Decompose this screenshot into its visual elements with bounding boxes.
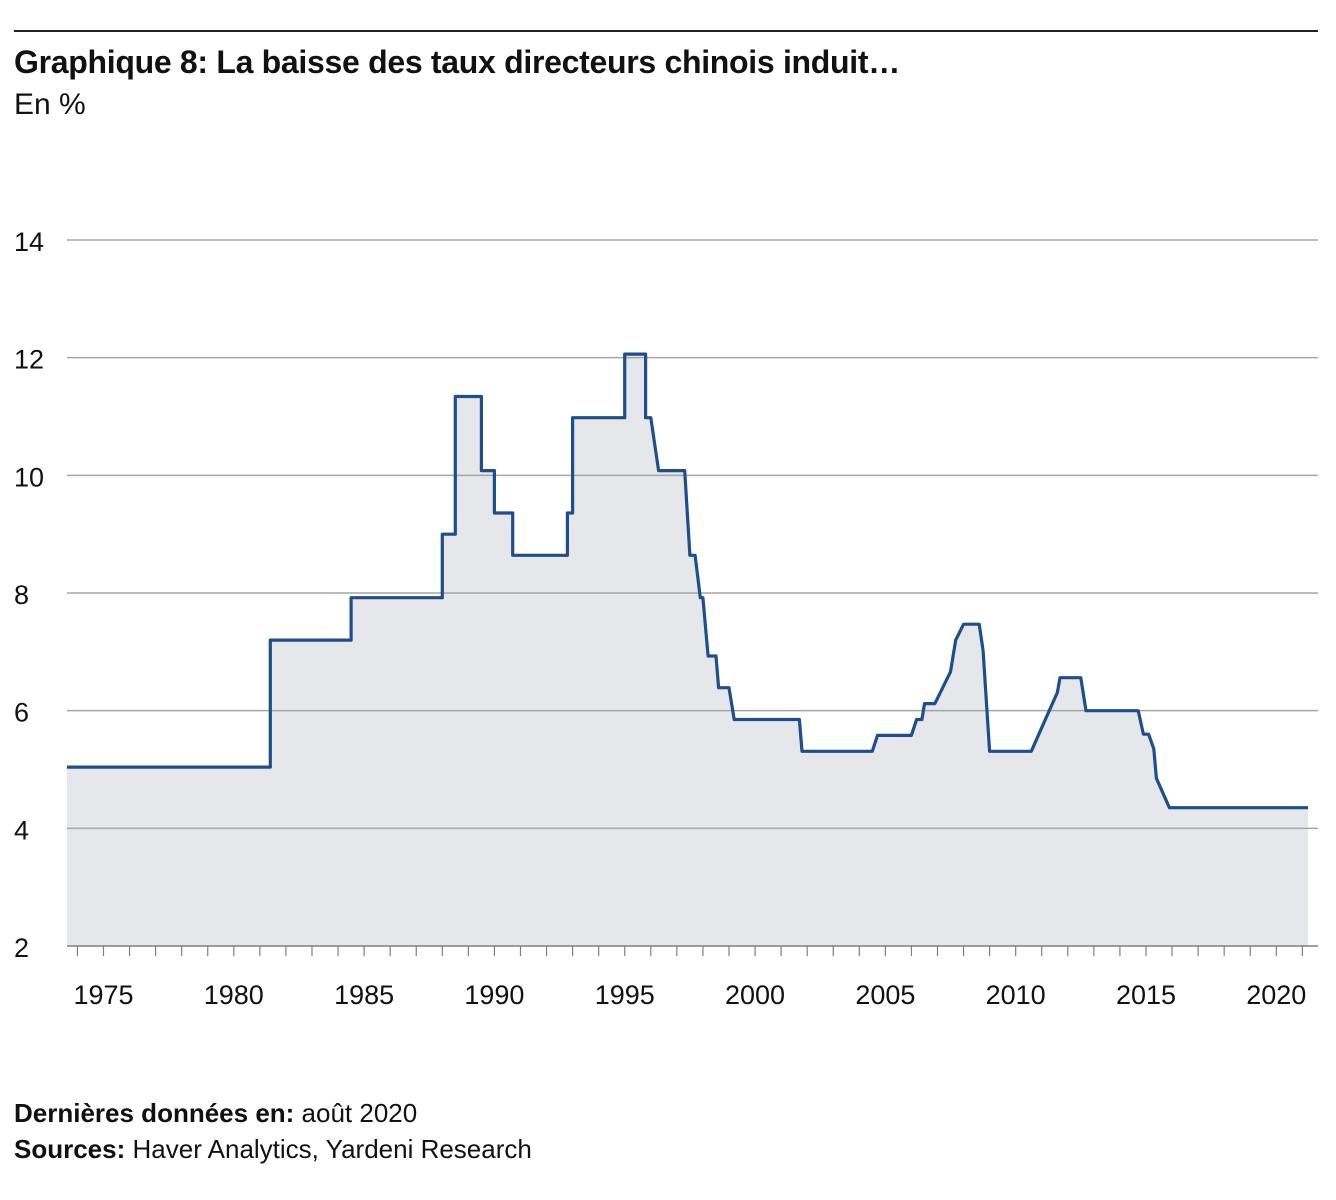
top-rule bbox=[14, 30, 1318, 32]
series-line bbox=[67, 352, 1308, 810]
x-tick-label-1995: 1995 bbox=[595, 980, 655, 1010]
footer-last-data: Dernières données en: août 2020 bbox=[14, 1098, 417, 1129]
x-tick-label-2020: 2020 bbox=[1246, 980, 1306, 1010]
x-tick-label-1980: 1980 bbox=[204, 980, 264, 1010]
last-data-label: Dernières données en: bbox=[14, 1098, 295, 1128]
y-tick-label-2: 2 bbox=[14, 933, 29, 963]
y-tick-label-12: 12 bbox=[14, 345, 44, 375]
x-tick-label-2005: 2005 bbox=[855, 980, 915, 1010]
last-data-value: août 2020 bbox=[301, 1098, 418, 1128]
x-tick-label-2000: 2000 bbox=[725, 980, 785, 1010]
y-tick-label-4: 4 bbox=[14, 815, 29, 845]
x-tick-label-2010: 2010 bbox=[986, 980, 1046, 1010]
footer-sources: Sources: Haver Analytics, Yardeni Resear… bbox=[14, 1134, 532, 1165]
sources-label: Sources: bbox=[14, 1134, 126, 1164]
series-area-fill bbox=[67, 354, 1308, 947]
sources-value: Haver Analytics, Yardeni Research bbox=[132, 1134, 532, 1164]
x-tick-label-2015: 2015 bbox=[1116, 980, 1176, 1010]
y-tick-label-10: 10 bbox=[14, 462, 44, 492]
y-tick-label-8: 8 bbox=[14, 580, 29, 610]
x-tick-label-1975: 1975 bbox=[73, 980, 133, 1010]
x-tick-label-1990: 1990 bbox=[464, 980, 524, 1010]
chart: 2 4 6 8 10 12 14 1975 1980 1985 1990 1995 2000 2005 20… bbox=[14, 227, 1318, 1010]
y-tick-label-14: 14 bbox=[14, 227, 44, 257]
x-tick-label-1985: 1985 bbox=[334, 980, 394, 1010]
chart-title: Graphique 8: La baisse des taux directeu… bbox=[14, 44, 900, 80]
chart-subtitle: En % bbox=[14, 88, 86, 121]
y-tick-label-6: 6 bbox=[14, 698, 29, 728]
